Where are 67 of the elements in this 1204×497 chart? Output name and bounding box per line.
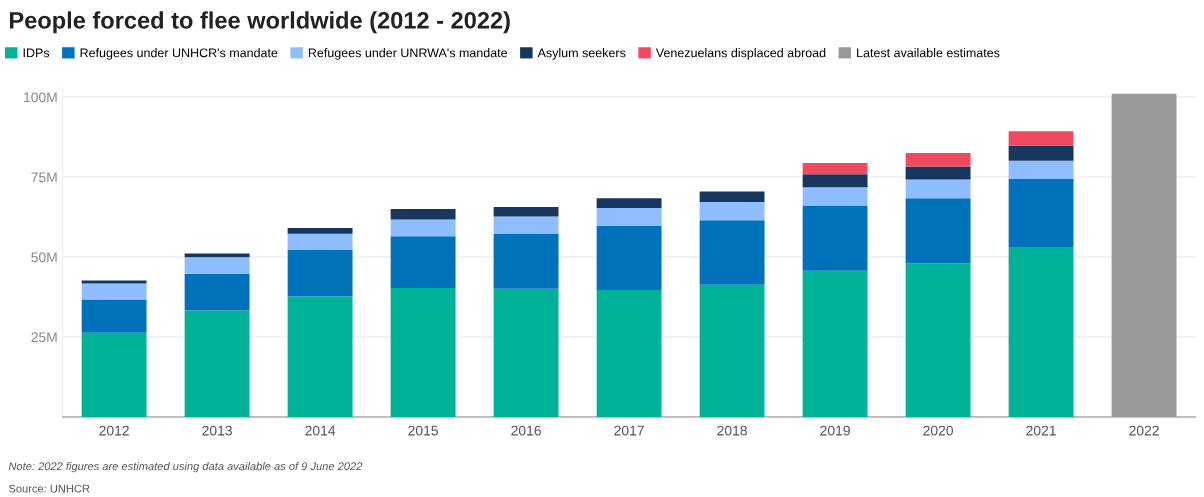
legend-label: Latest available estimates (857, 48, 1000, 58)
bar (699, 284, 765, 417)
x-tick-label: 2017 (614, 425, 644, 436)
bar (596, 198, 662, 209)
legend-label: Refugees under UNHCR's mandate (80, 48, 278, 60)
bar (596, 289, 662, 417)
bar (184, 257, 250, 274)
bar (493, 207, 559, 217)
bar (184, 310, 250, 417)
x-tick-label: 2015 (408, 425, 438, 436)
bar (802, 162, 868, 175)
chart-title: People forced to flee worldwide (2012 - 2022) (10, 11, 510, 34)
bar (390, 236, 456, 289)
bar (905, 166, 971, 180)
bar (905, 179, 971, 199)
y-tick-label: 50M (31, 252, 57, 263)
bar (1008, 178, 1074, 248)
bar (81, 283, 147, 300)
legend-label: Venezuelans displaced abroad (655, 48, 826, 60)
x-tick-label: 2022 (1129, 425, 1159, 436)
y-tick-label: 75M (31, 172, 57, 183)
x-tick-label: 2013 (202, 425, 232, 436)
bar (905, 198, 971, 264)
source-note: Source: UNHCR (8, 484, 90, 493)
bar (596, 208, 662, 226)
bar (802, 187, 868, 206)
bar (81, 280, 147, 284)
bar (184, 273, 250, 311)
bar (905, 263, 971, 417)
bar (699, 220, 765, 285)
bar (1111, 93, 1177, 417)
x-tick-label: 2021 (1026, 425, 1056, 436)
x-tick-label: 2018 (717, 425, 747, 436)
bar (390, 219, 456, 237)
bar (1008, 160, 1074, 179)
x-tick-label: 2016 (511, 425, 541, 436)
bar (1008, 131, 1074, 146)
bar (802, 270, 868, 417)
bar (287, 227, 353, 234)
bar (493, 233, 559, 289)
bar (493, 288, 559, 417)
x-tick-label: 2014 (305, 425, 336, 436)
bar (493, 216, 559, 234)
y-tick-label: 100M (24, 92, 57, 103)
bar (699, 202, 765, 221)
bar (1008, 145, 1074, 161)
bar (81, 332, 147, 417)
bar (699, 191, 765, 202)
bar (390, 288, 456, 417)
bar (905, 153, 971, 167)
legend-label: IDPs (23, 48, 50, 58)
legend-label: Asylum seekers (537, 48, 626, 60)
bar (802, 174, 868, 188)
x-tick-label: 2012 (99, 425, 129, 436)
bar (81, 299, 147, 333)
bar (287, 296, 353, 417)
x-tick-label: 2019 (820, 425, 850, 436)
text: Note: 2022 figures are estimated using data available as of 9 June 2022 (8, 462, 363, 473)
bar (390, 209, 456, 220)
bar (1008, 247, 1074, 417)
bar (287, 249, 353, 297)
legend-label: Refugees under UNRWA's mandate (308, 48, 508, 60)
bar (802, 205, 868, 271)
y-tick-label: 25M (31, 332, 57, 343)
bar (596, 225, 662, 290)
x-tick-label: 2020 (923, 425, 953, 436)
bar (287, 233, 353, 250)
